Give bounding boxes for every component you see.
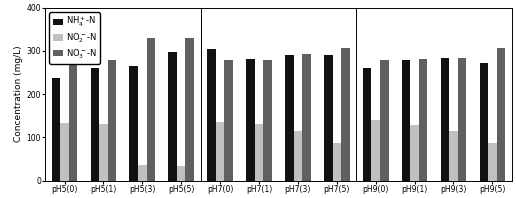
Bar [263,60,272,181]
Bar [224,60,233,181]
Bar [402,60,410,181]
Bar [60,123,69,181]
Bar [419,59,427,181]
Bar [52,78,60,181]
Bar [294,131,302,181]
Bar [91,68,99,181]
Bar [130,66,138,181]
Bar [99,124,108,181]
Bar [285,55,294,181]
Legend: NH$_4^+$-N, NO$_2^-$-N, NO$_3^-$-N: NH$_4^+$-N, NO$_2^-$-N, NO$_3^-$-N [49,12,100,64]
Bar [363,68,372,181]
Bar [372,120,380,181]
Bar [332,143,341,181]
Bar [479,63,488,181]
Bar [138,165,147,181]
Y-axis label: Concentration (mg/L): Concentration (mg/L) [14,46,24,143]
Bar [147,38,155,181]
Bar [410,125,419,181]
Bar [497,48,505,181]
Bar [185,38,194,181]
Bar [341,48,350,181]
Bar [216,122,224,181]
Bar [441,58,449,181]
Bar [108,60,116,181]
Bar [324,55,332,181]
Bar [302,54,311,181]
Bar [449,131,458,181]
Bar [255,124,263,181]
Bar [488,143,497,181]
Bar [168,52,177,181]
Bar [246,59,255,181]
Bar [177,166,185,181]
Bar [380,60,389,181]
Bar [458,58,466,181]
Bar [69,60,77,181]
Bar [207,49,216,181]
